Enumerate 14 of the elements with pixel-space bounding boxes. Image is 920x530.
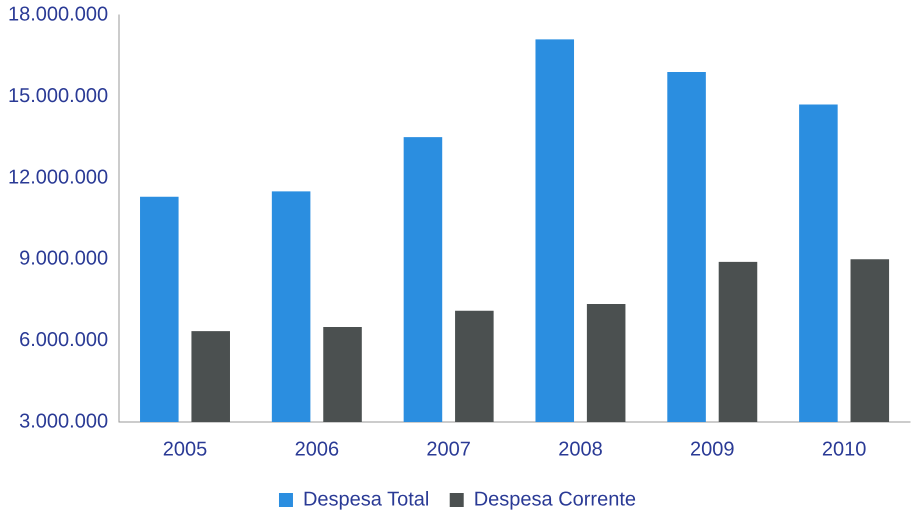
y-tick-label: 3.000.000 [19, 410, 108, 433]
legend-label: Despesa Total [302, 488, 430, 511]
x-tick-label: 2010 [822, 438, 866, 461]
x-tick-label: 2008 [558, 438, 603, 461]
y-tick-label: 6.000.000 [19, 329, 108, 352]
y-tick-label: 18.000.000 [8, 4, 108, 26]
x-tick-label: 2006 [294, 438, 340, 461]
y-tick-label: 9.000.000 [19, 248, 108, 270]
x-tick-label: 2007 [426, 438, 471, 461]
y-tick-label: 15.000.000 [8, 84, 108, 107]
x-tick-label: 2005 [162, 438, 208, 461]
x-tick-label: 2009 [690, 438, 735, 461]
legend-label: Despesa Corrente [474, 488, 636, 511]
y-tick-label: 12.000.000 [8, 166, 108, 188]
